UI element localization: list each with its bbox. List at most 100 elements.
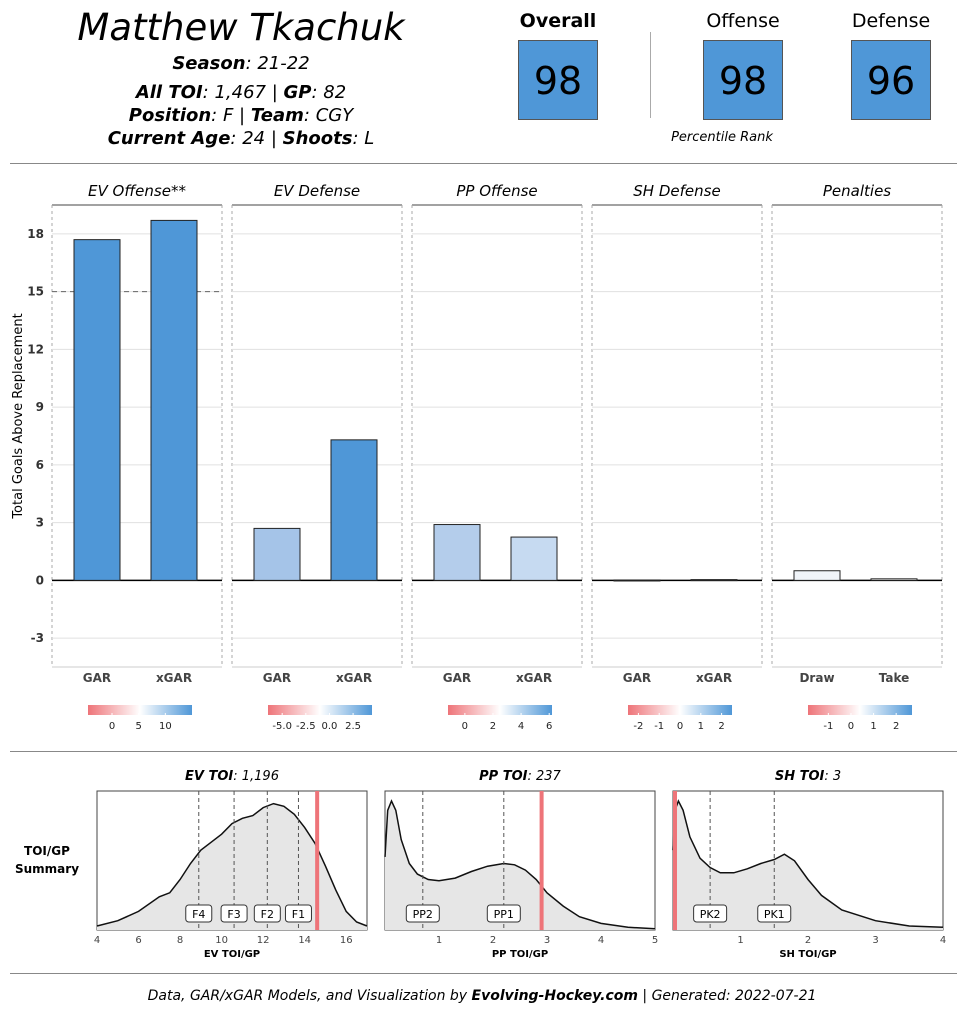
density-curve-ev-toi — [96, 802, 368, 927]
toi-title-label: EV TOI — [185, 769, 233, 784]
color-legend-ev-defense — [268, 705, 372, 715]
line-marker-box-f1 — [284, 904, 312, 923]
bar-penalties-draw — [793, 570, 841, 581]
x-tick-label-xgar: xGAR — [156, 671, 192, 685]
density-curve-sh-toi — [672, 799, 944, 929]
score-divider — [650, 32, 651, 118]
legend-tick-label: 5 — [135, 721, 141, 732]
density-area-sh-toi — [673, 801, 943, 930]
legend-tick-label: 0 — [677, 721, 683, 732]
line-marker-label-f2: F2 — [261, 908, 274, 921]
overall-label: Overall — [519, 10, 597, 32]
bar-ev-defense-xgar — [330, 439, 378, 581]
density-area-ev-toi — [97, 803, 367, 930]
gp-value: : 82 — [311, 82, 347, 103]
footer-divider — [10, 973, 957, 974]
x-tick-label: 4 — [940, 935, 946, 946]
density-area-pp-toi — [385, 801, 655, 930]
toi-label: All TOI — [135, 82, 203, 103]
legend-tick-label: 10 — [159, 721, 172, 732]
line-marker-box-pp2 — [405, 904, 440, 923]
x-tick-label-gar: GAR — [623, 671, 651, 685]
line-marker-label-pp1: PP1 — [494, 908, 514, 921]
legend-tick-label: 0.0 — [322, 721, 338, 732]
defense-label: Defense — [851, 10, 931, 32]
toi-summary-label-line1: TOI/GP — [24, 844, 70, 858]
footer: Data, GAR/xGAR Models, and Visualization… — [0, 988, 964, 1004]
y-tick-label: 6 — [36, 458, 44, 472]
color-legend-ev-offense — [88, 705, 192, 715]
line-marker-label-f1: F1 — [292, 908, 305, 921]
header-divider — [10, 163, 957, 164]
legend-tick-label: 1 — [698, 721, 704, 732]
x-tick-label: 4 — [598, 935, 604, 946]
legend-tick-label: 2.5 — [345, 721, 361, 732]
footer-brand: Evolving-Hockey.com — [471, 988, 638, 1004]
panel-title-penalties: Penalties — [823, 182, 891, 200]
x-tick-label-xgar: xGAR — [696, 671, 732, 685]
legend-tick-label: -2.5 — [296, 721, 316, 732]
y-tick-label: 9 — [36, 400, 44, 414]
bar-ev-defense-gar — [253, 527, 301, 581]
y-tick-label: 18 — [27, 227, 44, 241]
legend-tick-label: 0 — [109, 721, 115, 732]
legend-tick-label: 0 — [462, 721, 468, 732]
toi-title-value: : 1,196 — [233, 769, 279, 784]
y-tick-label: 15 — [27, 285, 44, 299]
panel-title-ev-defense: EV Defense — [274, 182, 360, 200]
toi-title-sh-toi: SH TOI: 3 — [775, 769, 841, 784]
line-marker-label-f4: F4 — [192, 908, 205, 921]
line-marker-box-pp1 — [486, 904, 521, 923]
team-value: : CGY — [303, 105, 354, 126]
y-tick-label: -3 — [31, 631, 44, 645]
x-tick-label-xgar: xGAR — [336, 671, 372, 685]
panel-title-ev-offense: EV Offense** — [88, 182, 186, 200]
color-legend-sh-defense — [628, 705, 732, 715]
x-tick-label-gar: GAR — [83, 671, 111, 685]
footer-suffix: | Generated: 2022-07-21 — [637, 988, 817, 1004]
x-tick-label: 2 — [490, 935, 496, 946]
x-tick-label-draw: Draw — [799, 671, 834, 685]
x-tick-label: 1 — [737, 935, 743, 946]
season-label: Season — [172, 53, 246, 74]
x-tick-label: 4 — [94, 935, 100, 946]
x-tick-label: 12 — [257, 935, 270, 946]
line-marker-box-f2 — [253, 904, 281, 923]
legend-tick-label: 2 — [893, 721, 899, 732]
position-label: Position — [128, 105, 212, 126]
bar-pp-offense-xgar — [510, 536, 558, 581]
y-tick-label: 0 — [36, 573, 44, 587]
bar-pp-offense-gar — [433, 524, 481, 581]
x-tick-label: 1 — [436, 935, 442, 946]
y-tick-label: 3 — [36, 516, 44, 530]
age-label: Current Age — [107, 128, 231, 149]
bar-penalties-take — [870, 578, 918, 581]
shoots-value: : L — [352, 128, 375, 149]
x-tick-label-take: Take — [879, 671, 910, 685]
x-axis-label-ev-toi: EV TOI/GP — [204, 949, 260, 960]
bar-ev-offense-gar — [73, 239, 121, 581]
line-marker-box-pk2 — [693, 904, 728, 923]
density-curve-pp-toi — [384, 799, 656, 930]
x-axis-label-pp-toi: PP TOI/GP — [492, 949, 548, 960]
percentile-rank-label: Percentile Rank — [671, 130, 773, 145]
toi-value: : 1,467 | — [202, 82, 284, 103]
offense-score-box: 98 — [703, 40, 783, 120]
color-legend-penalties — [808, 705, 912, 715]
position-value: : F | — [211, 105, 251, 126]
x-tick-label: 5 — [652, 935, 658, 946]
legend-tick-label: 0 — [848, 721, 854, 732]
x-tick-label: 8 — [177, 935, 183, 946]
line-marker-label-f3: F3 — [227, 908, 240, 921]
legend-tick-label: 4 — [518, 721, 524, 732]
offense-label: Offense — [706, 10, 780, 32]
toi-title-value: : 237 — [528, 769, 562, 784]
season-value: : 21-22 — [245, 53, 310, 74]
shoots-label: Shoots — [282, 128, 353, 149]
line-marker-label-pk2: PK2 — [700, 908, 721, 921]
overall-score-box: 98 — [518, 40, 598, 120]
x-tick-label: 3 — [544, 935, 550, 946]
line-marker-box-pk1 — [757, 904, 792, 923]
bar-sh-defense-xgar — [690, 579, 738, 582]
toi-title-value: : 3 — [824, 769, 841, 784]
